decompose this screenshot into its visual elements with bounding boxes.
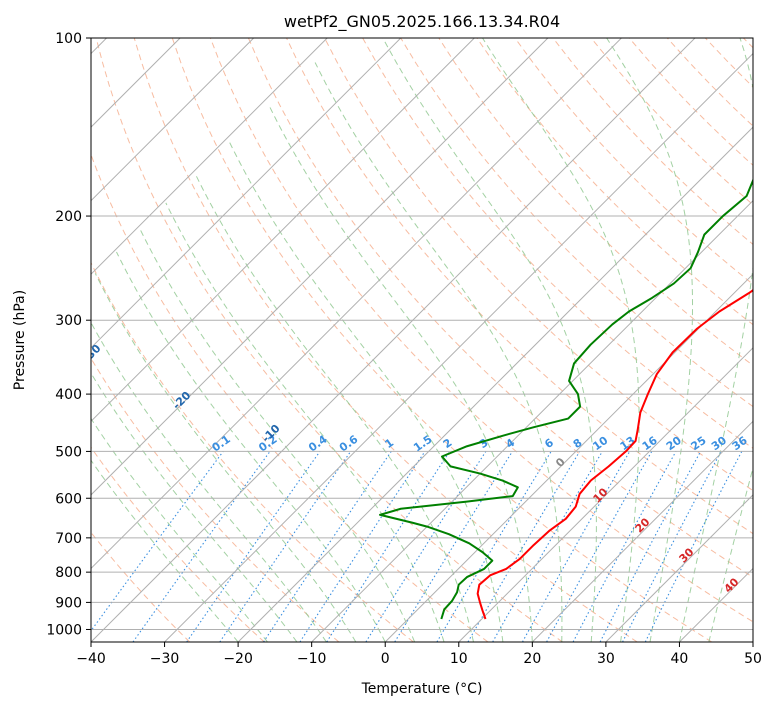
y-tick-label: 800 bbox=[55, 565, 82, 581]
x-tick-label: 30 bbox=[597, 651, 615, 667]
dry-adiabat-line bbox=[95, 38, 563, 642]
mixing-ratio-line bbox=[186, 451, 321, 642]
dewpoint-profile-line bbox=[378, 177, 753, 620]
moist-adiabat-line bbox=[606, 38, 694, 642]
isotherm-gridline bbox=[311, 199, 753, 642]
y-tick-label: 600 bbox=[55, 491, 82, 507]
isotherm-gridline bbox=[91, 38, 696, 642]
mixing-ratio-line bbox=[394, 451, 513, 642]
isotherm-gridline bbox=[91, 38, 475, 423]
mixing-ratio-line bbox=[219, 451, 352, 642]
dry-adiabat-line bbox=[247, 38, 753, 578]
plot-frame bbox=[90, 37, 754, 643]
isotherm-gridline bbox=[384, 273, 753, 642]
isotherm-gridline bbox=[91, 38, 402, 349]
moist-adiabat-line bbox=[678, 38, 753, 642]
y-tick-label: 700 bbox=[55, 531, 82, 547]
chart-title: wetPf2_GN05.2025.166.13.34.R04 bbox=[284, 12, 560, 32]
mixing-ratio-line bbox=[326, 451, 451, 642]
moist-adiabat-line bbox=[116, 251, 386, 642]
x-tick-label: −10 bbox=[297, 651, 327, 667]
mixing-ratio-line bbox=[521, 451, 631, 642]
isotherm-gridline bbox=[91, 38, 549, 496]
moist-adiabat-line bbox=[314, 62, 563, 642]
mixing-ratio-line bbox=[572, 451, 677, 642]
y-tick-label: 200 bbox=[55, 209, 82, 225]
mixing-ratio-line bbox=[644, 451, 743, 642]
profile-series bbox=[378, 177, 753, 620]
moist-adiabat-line bbox=[268, 105, 533, 642]
y-tick-label: 500 bbox=[55, 444, 82, 460]
x-axis-title: Temperature (°C) bbox=[361, 681, 483, 697]
mixing-ratio-line bbox=[299, 451, 426, 642]
dry-adiabat-line bbox=[209, 38, 753, 623]
isotherm-gridline bbox=[531, 420, 753, 642]
dry-adiabat-line bbox=[171, 38, 713, 642]
x-tick-label: −20 bbox=[223, 651, 253, 667]
moist-adiabat-line bbox=[139, 228, 416, 642]
isotherm-gridline bbox=[237, 126, 753, 642]
x-axis: −40 −30 −20 −10 0 10 20 30 40 50 bbox=[76, 642, 762, 667]
temperature-profile-line bbox=[476, 289, 753, 620]
x-tick-label: 50 bbox=[744, 651, 762, 667]
mixing-ratio-line bbox=[263, 451, 392, 642]
x-tick-label: 0 bbox=[381, 651, 390, 667]
moist-adiabat-line bbox=[708, 465, 753, 642]
moist-adiabat-line bbox=[91, 417, 268, 642]
isotherm-gridline bbox=[605, 494, 753, 642]
y-axis-title: Pressure (hPa) bbox=[12, 290, 28, 390]
isotherm-gridline bbox=[91, 38, 328, 275]
isotherm-gridline bbox=[752, 641, 753, 642]
isotherm-gridline bbox=[458, 347, 753, 642]
y-tick-label: 300 bbox=[55, 313, 82, 329]
plot-background bbox=[91, 38, 753, 642]
dry-adiabat-line bbox=[91, 446, 265, 642]
guide-lines bbox=[91, 38, 753, 642]
isotherm-gridline bbox=[91, 38, 255, 202]
moist-adiabat-line bbox=[94, 273, 357, 642]
x-tick-label: 10 bbox=[450, 651, 468, 667]
x-tick-label: 20 bbox=[523, 651, 541, 667]
mixing-ratio-line bbox=[546, 451, 653, 642]
dry-adiabat-line bbox=[91, 357, 340, 642]
isotherm-gridline bbox=[164, 52, 753, 642]
isotherm-gridline bbox=[91, 38, 622, 570]
moist-adiabat-line bbox=[482, 38, 640, 642]
dry-adiabat-line bbox=[286, 38, 753, 535]
y-axis: 100 200 300 400 500 600 700 800 900 1000 bbox=[46, 31, 91, 638]
moist-adiabat-line bbox=[382, 38, 597, 642]
dry-adiabat-line bbox=[91, 261, 414, 642]
mixing-ratio-line bbox=[91, 451, 224, 632]
y-tick-label: 1000 bbox=[46, 622, 82, 638]
dry-adiabat-line bbox=[324, 38, 753, 492]
y-tick-label: 400 bbox=[55, 387, 82, 403]
x-tick-label: −40 bbox=[76, 651, 106, 667]
x-tick-label: −30 bbox=[150, 651, 180, 667]
x-tick-label: 40 bbox=[671, 651, 689, 667]
moist-adiabat-line bbox=[91, 459, 239, 642]
dry-adiabat-line bbox=[133, 38, 638, 642]
moist-adiabat-line bbox=[195, 174, 474, 642]
y-tick-label: 100 bbox=[55, 31, 82, 47]
dry-adiabat-line bbox=[514, 38, 753, 285]
plot-area bbox=[91, 38, 753, 642]
moist-adiabat-line bbox=[165, 202, 445, 642]
y-tick-label: 900 bbox=[55, 595, 82, 611]
